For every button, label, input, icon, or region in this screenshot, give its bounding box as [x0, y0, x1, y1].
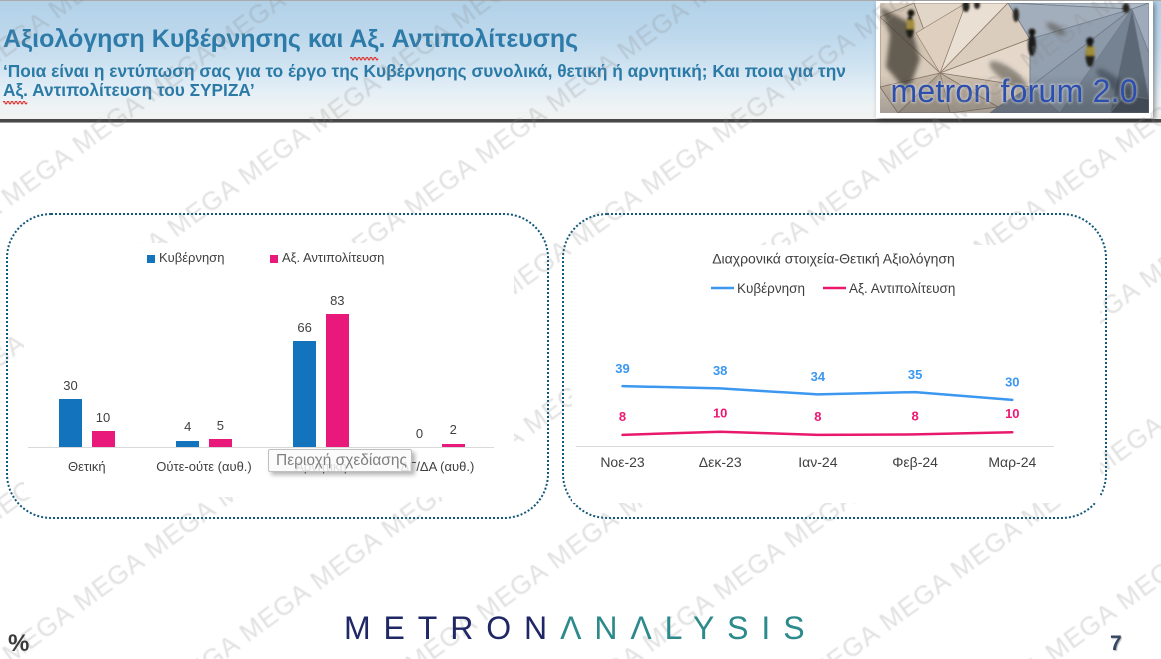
svg-text:38: 38	[713, 363, 727, 378]
svg-text:MEGA: MEGA	[1134, 222, 1161, 294]
svg-text:10: 10	[1005, 406, 1019, 421]
svg-text:MEGA: MEGA	[399, 150, 482, 222]
svg-text:MEGA: MEGA	[68, 545, 151, 617]
svg-text:MEGA: MEGA	[969, 648, 1052, 659]
svg-text:MEGA: MEGA	[0, 140, 78, 212]
svg-text:8: 8	[911, 408, 918, 423]
svg-text:35: 35	[908, 367, 922, 382]
svg-text:MEGA: MEGA	[1039, 139, 1122, 211]
svg-text:10: 10	[713, 406, 727, 421]
svg-text:MEGA: MEGA	[305, 524, 388, 596]
svg-text:MEGA: MEGA	[233, 119, 316, 191]
svg-text:Μαρ-24: Μαρ-24	[988, 454, 1036, 470]
svg-text:Δεκ-23: Δεκ-23	[699, 454, 742, 470]
svg-text:MEGA: MEGA	[945, 513, 1028, 585]
svg-text:metron forum 2.0: metron forum 2.0	[891, 73, 1138, 109]
svg-text:MEGA: MEGA	[1158, 357, 1161, 429]
svg-text:Διαχρονικά στοιχεία-Θετική Αξι: Διαχρονικά στοιχεία-Θετική Αξιολόγηση	[712, 251, 955, 267]
svg-text:MEGA: MEGA	[1111, 544, 1161, 616]
svg-text:MEGA: MEGA	[163, 628, 246, 659]
svg-text:Φεβ-24: Φεβ-24	[892, 454, 938, 470]
svg-text:metron forum 2.0: metron forum 2.0	[891, 73, 1138, 109]
svg-text:30: 30	[1005, 375, 1019, 390]
svg-text:8: 8	[619, 409, 626, 424]
svg-text:39: 39	[615, 361, 629, 376]
svg-text:MEGA: MEGA	[636, 129, 719, 201]
svg-text:Νοε-23: Νοε-23	[600, 454, 645, 470]
svg-text:MEGA: MEGA	[234, 576, 317, 648]
svg-text:Αξ. Αντιπολίτευση: Αξ. Αντιπολίτευση	[849, 281, 955, 296]
svg-text:8: 8	[814, 409, 821, 424]
svg-text:Ιαν-24: Ιαν-24	[798, 454, 837, 470]
svg-text:MEGA: MEGA	[708, 534, 791, 606]
svg-text:34: 34	[811, 369, 826, 384]
svg-text:Κυβέρνηση: Κυβέρνηση	[737, 281, 805, 296]
svg-text:MEGA: MEGA	[874, 565, 957, 637]
